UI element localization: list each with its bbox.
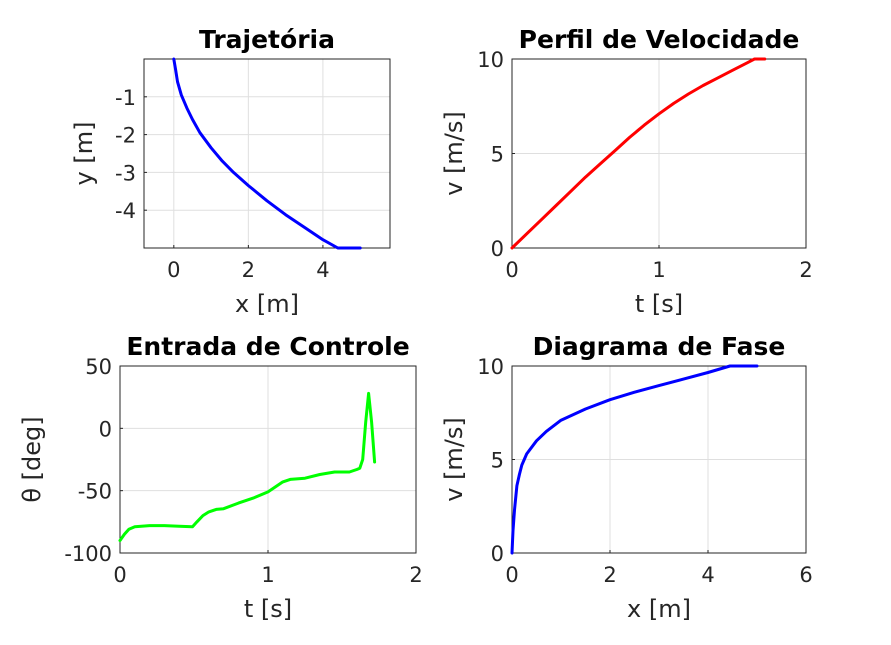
y-tick-label: -4	[115, 199, 136, 223]
x-tick-label: 4	[701, 563, 714, 587]
x-tick-label: 1	[652, 258, 665, 282]
x-tick-label: 2	[603, 563, 616, 587]
y-tick-label: 0	[491, 237, 504, 261]
x-axis-label: t [s]	[635, 290, 683, 318]
chart-title: Perfil de Velocidade	[519, 25, 800, 54]
x-axis-label: x [m]	[627, 595, 691, 623]
y-tick-label: 5	[491, 143, 504, 167]
grid	[144, 59, 390, 248]
chart-title: Trajetória	[199, 25, 335, 54]
x-tick-label: 0	[167, 258, 180, 282]
chart-title: Diagrama de Fase	[533, 332, 786, 361]
y-tick-label: -1	[115, 86, 136, 110]
x-axis-label: t [s]	[244, 595, 292, 623]
x-tick-label: 6	[799, 563, 812, 587]
series-line	[510, 57, 767, 250]
x-tick-label: 2	[242, 258, 255, 282]
y-axis-label: y [m]	[70, 122, 98, 186]
x-tick-label: 0	[113, 563, 126, 587]
x-tick-label: 1	[261, 563, 274, 587]
grid	[512, 366, 806, 553]
plot-entrada-de-controle: 0 1 2 -100 -50 0 50 Entrada de Controle t [s] θ […	[18, 332, 423, 623]
chart-title: Entrada de Controle	[126, 332, 409, 361]
x-tick-label: 4	[316, 258, 329, 282]
y-tick-label: 10	[477, 48, 504, 72]
series-line	[172, 57, 362, 250]
plot-diagrama-de-fase: 0 2 4 6 0 5 10 Diagrama de Fase x [m] v [m/s]	[440, 332, 813, 623]
y-axis-label: v [m/s]	[440, 111, 468, 196]
y-tick-label: -3	[115, 161, 136, 185]
y-tick-label: -2	[115, 124, 136, 148]
x-tick-label: 2	[409, 563, 422, 587]
y-tick-label: 5	[491, 449, 504, 473]
y-tick-label: 0	[99, 417, 112, 441]
x-axis-label: x [m]	[235, 290, 299, 318]
y-tick-label: -100	[64, 542, 112, 566]
y-axis-label: θ [deg]	[18, 416, 46, 502]
y-axis-label: v [m/s]	[440, 417, 468, 502]
series-line	[510, 364, 759, 555]
plot-perfil-de-velocidade: 0 1 2 0 5 10 Perfil de Velocidade t [s] v [m/s]	[440, 25, 813, 318]
plot-trajetoria: 0 2 4 -1 -2 -3 -4 Trajetória x [m] y [m]	[70, 25, 391, 318]
x-tick-label: 0	[505, 563, 518, 587]
x-tick-label: 2	[799, 258, 812, 282]
y-tick-label: 10	[477, 355, 504, 379]
axes-border	[143, 58, 391, 249]
x-tick-label: 0	[505, 258, 518, 282]
grid	[512, 59, 806, 248]
series-line	[118, 391, 377, 542]
y-tick-label: 50	[85, 355, 112, 379]
axes-frame	[143, 58, 391, 249]
y-tick-label: -50	[78, 480, 112, 504]
y-tick-label: 0	[491, 542, 504, 566]
